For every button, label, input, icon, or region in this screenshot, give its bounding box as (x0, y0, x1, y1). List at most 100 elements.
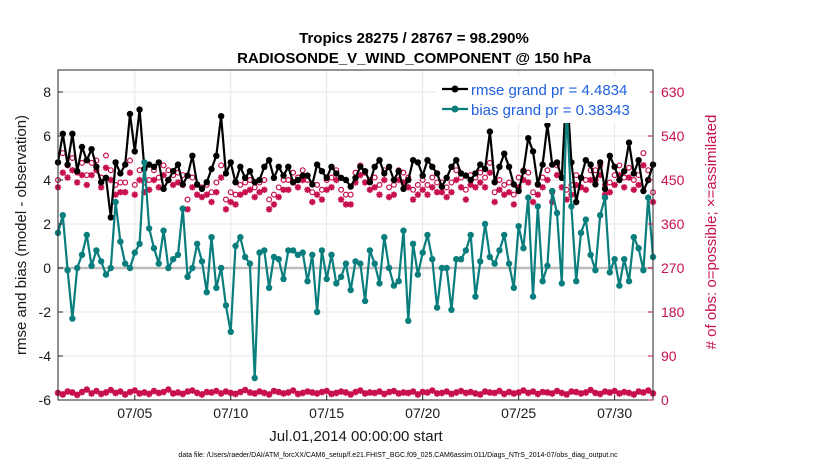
obs-assimilated-marker-6 (83, 181, 90, 189)
bias-point-30 (198, 258, 206, 265)
obs-bottom-assimilated-marker-69 (385, 388, 393, 396)
obs-assimilated-marker-50 (294, 184, 302, 191)
obs-assimilated-marker-19 (145, 186, 153, 193)
rmse-point-21 (155, 159, 162, 166)
bias-point-51 (299, 249, 306, 256)
obs-bottom-assimilated-marker-1 (59, 391, 66, 398)
bias-point-72 (400, 227, 407, 234)
x-tick-label-1: 07/10 (213, 405, 248, 421)
bias-point-116 (611, 256, 618, 263)
rmse-point-48 (285, 163, 292, 170)
rmse-point-87 (472, 170, 479, 177)
obs-bottom-assimilated-marker-120 (630, 391, 638, 398)
obs-possible-marker-77 (424, 181, 431, 188)
rmse-point-101 (539, 161, 546, 168)
obs-bottom-assimilated-marker-22 (160, 388, 167, 396)
obs-assimilated-marker-87 (472, 184, 479, 191)
rmse-point-80 (438, 183, 446, 190)
obs-bottom-assimilated-marker-6 (83, 386, 90, 393)
bias-point-99 (529, 293, 537, 300)
bias-point-56 (323, 275, 330, 283)
obs-assimilated-marker-4 (73, 179, 81, 186)
obs-bottom-assimilated-marker-119 (625, 389, 633, 397)
obs-assimilated-marker-71 (395, 176, 402, 184)
rmse-point-14 (121, 161, 129, 168)
rmse-point-97 (520, 168, 527, 175)
obs-assimilated-marker-94 (505, 189, 513, 196)
x-tick-label-5: 07/30 (597, 405, 632, 421)
bias-point-27 (184, 273, 191, 280)
rmse-point-43 (261, 163, 268, 170)
y-right-tick-label-0: 0 (661, 392, 669, 408)
rmse-point-26 (179, 181, 186, 188)
bias-point-119 (625, 278, 633, 285)
obs-assimilated-marker-13 (117, 189, 124, 196)
rmse-point-92 (496, 163, 503, 170)
bias-point-102 (544, 262, 551, 269)
bias-point-111 (587, 251, 594, 258)
bias-point-15 (126, 264, 134, 272)
obs-assimilated-marker-90 (486, 169, 494, 176)
rmse-point-10 (102, 174, 110, 181)
obs-assimilated-marker-40 (246, 186, 254, 193)
obs-possible-marker-38 (237, 181, 244, 188)
rmse-point-68 (381, 170, 388, 177)
bias-point-108 (573, 278, 580, 285)
rmse-point-8 (93, 163, 100, 170)
bias-point-9 (97, 258, 105, 265)
obs-bottom-assimilated-marker-101 (539, 388, 546, 396)
obs-bottom-assimilated-marker-60 (342, 389, 350, 396)
bias-point-64 (361, 297, 369, 305)
obs-bottom-assimilated-marker-102 (544, 389, 551, 396)
bias-point-77 (424, 231, 431, 239)
obs-assimilated-marker-7 (88, 171, 95, 179)
obs-assimilated-marker-113 (597, 171, 604, 179)
bias-point-41 (251, 374, 258, 382)
rmse-point-25 (174, 161, 182, 168)
obs-assimilated-marker-115 (606, 189, 614, 196)
bias-point-89 (481, 220, 489, 228)
obs-possible-marker-45 (270, 191, 277, 198)
rmse-point-105 (558, 174, 566, 181)
rmse-point-55 (318, 168, 326, 175)
obs-assimilated-marker-48 (285, 186, 292, 193)
obs-assimilated-marker-118 (621, 184, 628, 191)
rmse-point-89 (481, 165, 489, 173)
rmse-point-44 (265, 157, 273, 164)
bias-point-78 (429, 256, 436, 263)
obs-bottom-assimilated-marker-105 (558, 389, 566, 397)
rmse-point-73 (405, 176, 412, 184)
rmse-point-82 (448, 163, 455, 170)
obs-assimilated-marker-41 (251, 193, 258, 201)
obs-assimilated-marker-97 (520, 176, 527, 184)
obs-assimilated-marker-110 (582, 186, 590, 193)
bias-point-28 (189, 264, 196, 272)
obs-assimilated-marker-43 (261, 186, 268, 193)
y-left-tick-label-0: -6 (39, 392, 52, 408)
obs-assimilated-marker-82 (448, 189, 455, 196)
bias-point-110 (582, 216, 590, 223)
bias-point-75 (414, 271, 422, 278)
obs-bottom-assimilated-marker-86 (467, 388, 474, 396)
obs-bottom-assimilated-marker-2 (64, 388, 71, 395)
x-axis-ticks: 07/05 07/10 07/15 07/20 07/25 07/30 (117, 395, 632, 421)
rmse-point-121 (635, 157, 642, 164)
obs-bottom-assimilated-marker-110 (582, 389, 590, 396)
obs-bottom-assimilated-marker-34 (217, 390, 225, 397)
obs-assimilated-marker-2 (64, 174, 71, 181)
y-left-tick-label-1: -4 (39, 348, 52, 364)
obs-assimilated-marker-79 (433, 189, 441, 196)
obs-bottom-assimilated-marker-80 (438, 389, 446, 397)
rmse-point-96 (515, 187, 522, 195)
obs-bottom-assimilated-marker-122 (640, 389, 647, 396)
bias-point-69 (385, 264, 393, 272)
rmse-point-53 (309, 181, 316, 188)
obs-assimilated-marker-80 (438, 189, 446, 196)
rmse-point-62 (352, 174, 359, 181)
rmse-point-95 (510, 181, 518, 188)
rmse-point-71 (395, 168, 402, 175)
bias-point-1 (59, 212, 66, 219)
obs-bottom-assimilated-marker-3 (69, 389, 76, 396)
rmse-point-74 (409, 157, 417, 164)
obs-assimilated-marker-12 (112, 191, 119, 198)
